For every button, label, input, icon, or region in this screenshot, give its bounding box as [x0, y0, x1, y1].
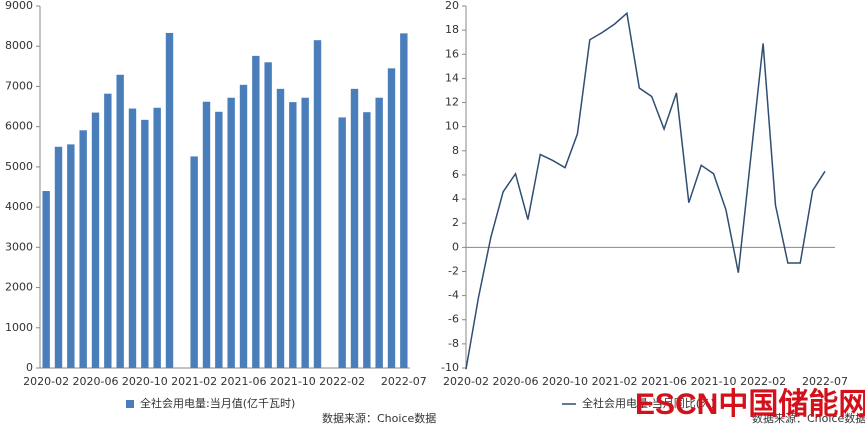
y-tick-label: 6000: [5, 120, 33, 133]
y-tick-label: 9000: [5, 0, 33, 12]
bar: [165, 32, 174, 369]
y-tick-label: -4: [448, 289, 459, 302]
y-tick-label: 4000: [5, 200, 33, 213]
y-tick-label: 0: [26, 361, 33, 374]
x-tick-label: 2022-02: [740, 375, 786, 388]
x-tick-label: 2021-02: [171, 375, 217, 388]
bar: [387, 68, 396, 368]
bar: [116, 74, 124, 368]
bar: [79, 130, 87, 368]
line: [465, 11, 826, 370]
bar: [301, 97, 309, 368]
y-tick-label: 2: [452, 216, 459, 229]
bar: [227, 97, 235, 368]
y-tick-label: 3000: [5, 240, 33, 253]
x-tick-label: 2020-06: [73, 375, 119, 388]
bar: [91, 112, 100, 368]
bar: [375, 97, 383, 368]
source-note: 数据来源：Choice数据: [322, 411, 436, 425]
bar: [239, 84, 248, 368]
y-tick-label: 2000: [5, 281, 33, 294]
bar: [67, 144, 75, 368]
y-tick-label: 8000: [5, 39, 33, 52]
y-tick-label: 8: [452, 144, 459, 157]
bar: [276, 88, 285, 368]
bar: [215, 111, 223, 368]
y-tick-label: 4: [452, 192, 459, 205]
x-tick-label: 2020-10: [542, 375, 588, 388]
x-tick-label: 2022-02: [319, 375, 365, 388]
y-tick-label: 5000: [5, 160, 33, 173]
y-tick-label: 14: [445, 71, 459, 84]
x-tick-label: 2021-10: [691, 375, 737, 388]
bar: [104, 93, 112, 368]
bar: [363, 112, 371, 368]
source-note: 数据来源：Choice数据: [752, 411, 865, 425]
y-tick-label: 10: [445, 120, 459, 133]
bar: [350, 88, 359, 368]
x-tick-label: 2021-06: [221, 375, 267, 388]
y-tick-label: 20: [445, 0, 459, 12]
x-tick-label: 2021-06: [641, 375, 687, 388]
x-tick-label: 2020-02: [443, 375, 489, 388]
x-tick-label: 2020-10: [122, 375, 168, 388]
x-tick-label: 2021-02: [592, 375, 638, 388]
x-tick-label: 2020-06: [493, 375, 539, 388]
bar: [190, 156, 198, 368]
legend-label: 全社会用电量:当月值(亿千瓦时): [140, 396, 295, 410]
bar: [313, 40, 322, 368]
x-tick-label: 2020-02: [23, 375, 69, 388]
bar: [141, 119, 149, 368]
bar: [400, 33, 408, 369]
y-tick-label: -6: [448, 313, 459, 326]
bar: [153, 107, 161, 369]
bar: [128, 108, 137, 369]
bar: [289, 102, 297, 369]
legend-label: 全社会用电量:当月同比(%): [582, 396, 715, 410]
x-tick-label: 2022-07: [802, 375, 848, 388]
y-tick-label: 6: [452, 168, 459, 181]
bar: [42, 191, 50, 368]
x-tick-label: 2022-07: [381, 375, 427, 388]
y-tick-label: 18: [445, 23, 459, 36]
bar: [54, 146, 63, 368]
y-tick-label: 16: [445, 47, 459, 60]
y-tick-label: 7000: [5, 79, 33, 92]
bar: [252, 55, 260, 369]
bar: [264, 62, 272, 369]
y-tick-label: 12: [445, 96, 459, 109]
x-tick-label: 2021-10: [270, 375, 316, 388]
bar: [338, 117, 346, 368]
y-tick-label: 1000: [5, 321, 33, 334]
legend-swatch: [126, 400, 134, 408]
watermark: ESCN中国储能网: [635, 388, 865, 421]
y-tick-label: -2: [448, 264, 459, 277]
y-tick-label: -8: [448, 337, 459, 350]
y-tick-label: -10: [441, 361, 459, 374]
y-tick-label: 0: [452, 240, 459, 253]
bar: [202, 101, 211, 369]
